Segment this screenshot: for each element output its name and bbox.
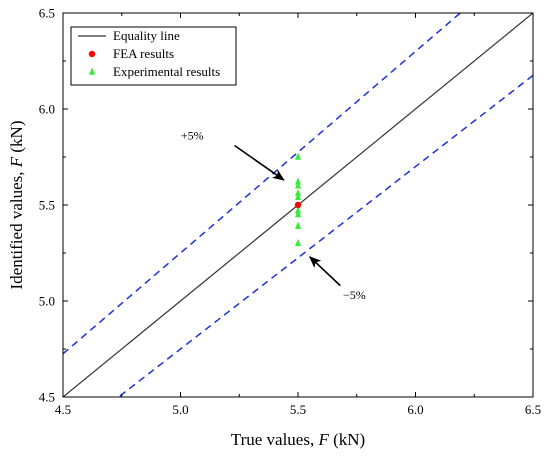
experimental-point [295,177,301,185]
experimental-point [295,192,301,201]
x-tick-label: 4.5 [55,402,71,417]
upper-bound-line [63,13,462,355]
experimental-point [295,221,301,229]
annotation-label: −5% [343,288,366,302]
lower-bound-line [117,74,533,397]
fea-point [294,201,302,209]
y-axis-label: Identified values, F (kN) [7,120,26,289]
experimental-point [295,152,301,160]
experimental-point [295,210,301,218]
x-tick-label: 5.5 [290,402,306,417]
experimental-point [295,181,301,189]
y-tick-label: 6.0 [39,102,55,117]
x-tick-label: 6.0 [407,402,423,417]
annotation-arrow [234,144,285,181]
annotation-arrow [309,256,341,287]
annotation-label: +5% [181,129,204,143]
y-tick-label: 5.0 [39,294,55,309]
legend-box [70,26,237,86]
y-tick-label: 5.5 [39,198,55,213]
y-tick-label: 4.5 [39,390,55,405]
experimental-point [295,188,301,197]
legend-label: Experimental results [113,64,220,79]
y-tick-label: 6.5 [39,6,55,21]
x-tick-label: 6.5 [525,402,541,417]
legend-circle-swatch [88,50,96,58]
x-tick-label: 5.0 [172,402,188,417]
legend-label: Equality line [113,28,180,43]
legend-label: FEA results [113,46,174,61]
legend-triangle-swatch [89,67,95,75]
experimental-point [295,206,301,214]
x-axis-label: True values, F (kN) [231,430,365,449]
experimental-point [295,238,301,247]
